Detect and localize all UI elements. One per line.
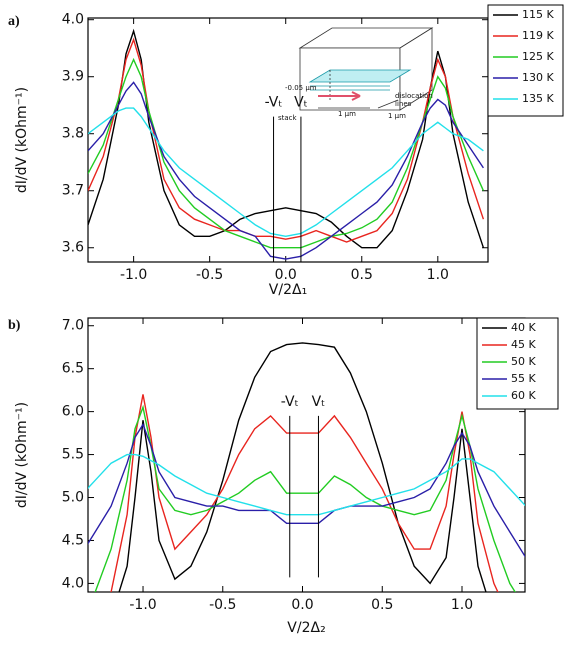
series-line <box>88 57 485 249</box>
legend-label: 60 K <box>511 389 536 402</box>
y-tick-label: 3.9 <box>62 69 84 85</box>
x-tick-label: 0.5 <box>371 597 393 613</box>
plot-frame <box>87 17 489 263</box>
x-axis-title: V/2Δ₂ <box>287 620 325 636</box>
legend-label: 50 K <box>511 355 536 368</box>
y-tick-label: 6.5 <box>62 361 84 377</box>
x-tick-label: 1.0 <box>451 597 473 613</box>
y-tick-label: 4.0 <box>62 12 84 28</box>
panel-label: b) <box>8 318 21 333</box>
series-line <box>88 422 525 558</box>
vt-label: Vₜ <box>312 394 326 410</box>
y-tick-label: 3.6 <box>62 240 84 256</box>
legend: 40 K 45 K 50 K 55 K 60 K <box>476 317 559 410</box>
x-axis-title: V/2Δ₁ <box>269 282 307 298</box>
x-tick-label: -1.0 <box>120 267 147 283</box>
legend-box <box>487 4 564 117</box>
x-tick-label: -0.5 <box>209 597 236 613</box>
inset-label: -0.05 μm <box>285 84 317 92</box>
y-tick-label: 4.0 <box>62 575 84 591</box>
y-tick-label: 3.7 <box>62 183 84 199</box>
legend-label: 40 K <box>511 321 536 334</box>
series-line <box>88 37 485 243</box>
series-line <box>88 453 525 516</box>
legend-label: 45 K <box>511 338 536 351</box>
series-line <box>88 107 484 238</box>
legend-label: 55 K <box>511 372 536 385</box>
panel-label: a) <box>8 14 20 29</box>
legend-label: 119 K <box>522 29 554 42</box>
y-tick-label: 6.0 <box>62 404 84 420</box>
inset-label: lines <box>395 100 412 108</box>
x-tick-label: 0.5 <box>351 267 373 283</box>
vt-label: Vₜ <box>294 95 308 111</box>
vt-label: -Vₜ <box>281 394 299 410</box>
y-tick-label: 5.5 <box>62 447 84 463</box>
y-tick-label: 7.0 <box>62 318 84 334</box>
y-axis-title: dI/dV (kOhm⁻¹) <box>14 87 30 193</box>
x-tick-label: 0.0 <box>275 267 297 283</box>
vt-label: -Vₜ <box>265 95 283 111</box>
legend-label: 135 K <box>522 92 554 105</box>
y-tick-label: 3.8 <box>62 126 84 142</box>
plot-lines <box>88 28 485 260</box>
legend: 115 K 119 K 125 K 130 K 135 K <box>487 4 564 117</box>
series-line <box>118 342 487 592</box>
inset-label: dislocation <box>395 92 433 100</box>
legend-box <box>476 317 559 410</box>
inset-label: 1 μm <box>338 110 356 118</box>
inset-diagram <box>298 27 434 111</box>
inset-label: 1 μm <box>388 112 406 120</box>
legend-label: 115 K <box>522 8 554 21</box>
y-tick-label: 4.5 <box>62 532 84 548</box>
x-tick-label: -1.0 <box>129 597 156 613</box>
y-tick-label: 5.0 <box>62 490 84 506</box>
y-axis-title: dI/dV (kOhm⁻¹) <box>14 402 30 508</box>
x-tick-label: -0.5 <box>196 267 223 283</box>
inset-label: stack <box>278 114 298 122</box>
x-tick-label: 1.0 <box>427 267 449 283</box>
legend-label: 130 K <box>522 71 554 84</box>
plot-lines <box>88 342 525 592</box>
legend-label: 125 K <box>522 50 554 63</box>
x-tick-label: 0.0 <box>291 597 313 613</box>
series-line <box>88 81 484 260</box>
series-line <box>94 404 516 592</box>
